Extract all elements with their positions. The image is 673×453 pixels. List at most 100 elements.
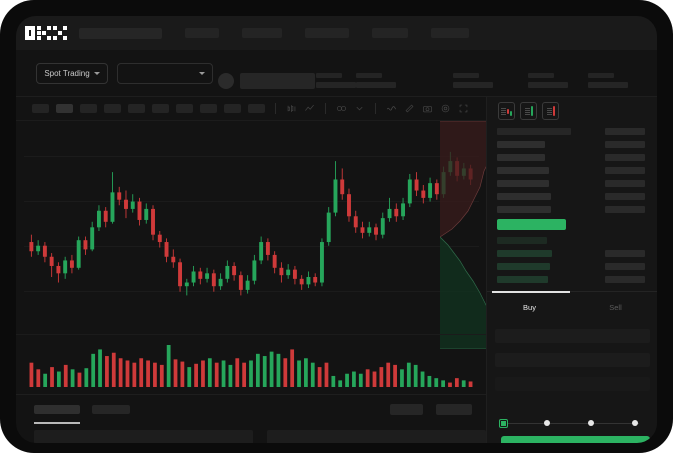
- market-stat-4: [588, 73, 628, 88]
- orderbook-ask-row[interactable]: [497, 167, 549, 174]
- order-form-tabs: Buy Sell: [487, 291, 657, 323]
- tab-buy[interactable]: Buy: [523, 303, 536, 312]
- nav-item-1[interactable]: [242, 28, 282, 38]
- orderbook-ask-amount: [605, 193, 645, 200]
- orderbook-both-icon[interactable]: [498, 102, 515, 120]
- timeframe-button-5[interactable]: [152, 104, 169, 113]
- market-stat-1: [356, 73, 396, 88]
- okx-logo-icon[interactable]: [25, 26, 67, 40]
- timeframe-button-6[interactable]: [176, 104, 193, 113]
- orderbook-ask-row[interactable]: [497, 180, 549, 187]
- camera-icon[interactable]: [422, 103, 433, 114]
- logo-k-glyph: [37, 26, 51, 40]
- slider-node-2[interactable]: [588, 420, 594, 426]
- orderbook-bid-row[interactable]: [497, 250, 552, 257]
- nav-item-4[interactable]: [431, 28, 469, 38]
- timeframe-button-8[interactable]: [224, 104, 241, 113]
- orderbook-header-amount: [605, 128, 645, 135]
- stat-value: [316, 82, 356, 88]
- volume-chart: [16, 334, 486, 394]
- orderbook-bid-amount: [605, 276, 645, 283]
- orderbook-ask-row[interactable]: [497, 193, 551, 200]
- coin-avatar: [218, 73, 234, 89]
- toolbar-divider: [275, 103, 276, 114]
- wave-icon[interactable]: [386, 103, 397, 114]
- order-total-field[interactable]: [495, 377, 650, 391]
- toolbar-divider: [325, 103, 326, 114]
- orders-action-1-button[interactable]: [390, 404, 423, 415]
- order-amount-field[interactable]: [495, 353, 650, 367]
- trading-pair-select[interactable]: [117, 63, 213, 84]
- timeframe-button-3[interactable]: [104, 104, 121, 113]
- timeframe-button-2[interactable]: [80, 104, 97, 113]
- orderbook-ask-amount: [605, 141, 645, 148]
- orders-panel-right[interactable]: [267, 430, 486, 443]
- stat-value: [453, 82, 493, 88]
- orderbook-bids-icon[interactable]: [520, 102, 537, 120]
- settings-icon[interactable]: [440, 103, 451, 114]
- chevron-down-icon[interactable]: [354, 103, 365, 114]
- nav-items: [162, 28, 469, 38]
- market-stat-2: [453, 73, 493, 88]
- timeframe-button-9[interactable]: [248, 104, 265, 113]
- tab-open-orders[interactable]: [34, 405, 80, 414]
- fullscreen-icon[interactable]: [458, 103, 469, 114]
- market-type-label: Spot Trading: [44, 69, 90, 78]
- tab-order-history[interactable]: [92, 405, 130, 414]
- orderbook-ask-amount: [605, 206, 645, 213]
- timeframe-button-7[interactable]: [200, 104, 217, 113]
- orderbook-ask-row[interactable]: [497, 206, 551, 213]
- stat-label: [453, 73, 479, 78]
- candlestick-icon[interactable]: [286, 103, 297, 114]
- nav-item-3[interactable]: [372, 28, 408, 38]
- submit-order-button[interactable]: [501, 436, 650, 443]
- stat-label: [588, 73, 614, 78]
- chevron-down-icon: [199, 72, 205, 75]
- search-input[interactable]: [79, 27, 162, 39]
- stat-label: [316, 73, 342, 78]
- orders-panel-left[interactable]: [34, 430, 253, 443]
- candlestick-series: [29, 151, 473, 296]
- active-tab-underline: [492, 291, 570, 293]
- indicator-icon[interactable]: [336, 103, 347, 114]
- orderbook-bid-row[interactable]: [497, 276, 548, 283]
- nav-item-0[interactable]: [185, 28, 219, 38]
- app-screen: Spot Trading: [16, 16, 657, 443]
- orderbook-panel: Buy Sell: [486, 97, 657, 443]
- timeframe-button-0[interactable]: [32, 104, 49, 113]
- stat-value: [356, 82, 396, 88]
- orderbook-bid-row[interactable]: [497, 263, 550, 270]
- pair-name-label: [240, 73, 315, 89]
- orderbook-current-price: [497, 219, 566, 230]
- market-stat-0: [316, 73, 356, 88]
- orderbook-bid-amount: [605, 263, 645, 270]
- logo-x-glyph: [53, 26, 67, 40]
- orderbook-ask-row[interactable]: [497, 154, 545, 161]
- nav-item-2[interactable]: [305, 28, 349, 38]
- market-type-dropdown[interactable]: Spot Trading: [36, 63, 108, 84]
- timeframe-button-4[interactable]: [128, 104, 145, 113]
- orderbook-ask-amount: [605, 154, 645, 161]
- orderbook-ask-amount: [605, 180, 645, 187]
- slider-node-0[interactable]: [499, 419, 508, 428]
- orderbook-ask-row[interactable]: [497, 141, 545, 148]
- line-chart-icon[interactable]: [304, 103, 315, 114]
- chevron-down-icon: [93, 72, 100, 75]
- orderbook-bid-amount: [605, 250, 645, 257]
- price-chart[interactable]: [16, 121, 486, 331]
- timeframe-buttons: [32, 104, 265, 113]
- slider-node-3[interactable]: [632, 420, 638, 426]
- chart-toolbar: [16, 97, 657, 121]
- tab-sell[interactable]: Sell: [609, 303, 622, 312]
- stat-label: [356, 73, 382, 78]
- timeframe-button-1[interactable]: [56, 104, 73, 113]
- stat-label: [528, 73, 554, 78]
- amount-slider[interactable]: [499, 419, 647, 428]
- slider-node-1[interactable]: [544, 420, 550, 426]
- orderbook-asks-icon[interactable]: [542, 102, 559, 120]
- ruler-icon[interactable]: [404, 103, 415, 114]
- orderbook-bid-row[interactable]: [497, 237, 547, 244]
- orders-action-2-button[interactable]: [436, 404, 472, 415]
- order-price-field[interactable]: [495, 329, 650, 343]
